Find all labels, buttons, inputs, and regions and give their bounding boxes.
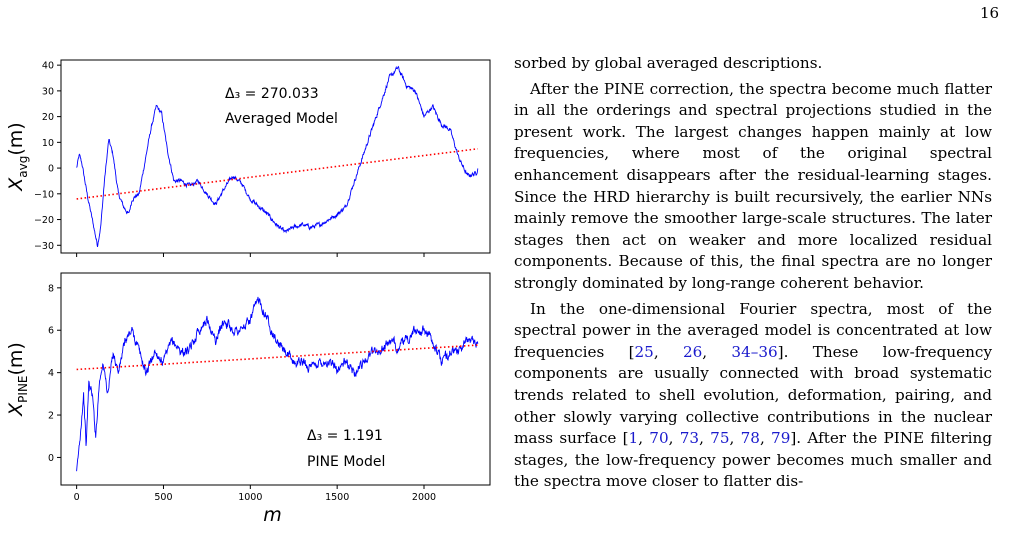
paragraph: After the PINE correction, the spectra b…	[514, 79, 992, 295]
y-tick-label: 10	[42, 138, 54, 149]
citation-link[interactable]: 1	[628, 429, 639, 448]
model-annotation: PINE Model	[307, 454, 385, 470]
y-axis-label: Xavg(m)	[5, 122, 30, 191]
trend-line	[76, 147, 478, 200]
y-tick-label: 6	[48, 326, 54, 337]
x-tick-label: 500	[154, 492, 172, 503]
trend-line	[76, 344, 478, 371]
y-tick-label: −10	[34, 189, 54, 200]
citation-link[interactable]: 78	[740, 429, 760, 448]
citation-link[interactable]: 34–36	[731, 342, 778, 361]
y-tick-label: −30	[34, 241, 54, 252]
y-tick-label: 20	[42, 112, 54, 123]
chart-panel-2: 0 2 4 6 8 0 500 1000 1500 2000 XPINE(m) m Δ₃ = 1.191…	[5, 272, 491, 526]
plot-frame	[60, 59, 491, 254]
text-run: ,	[729, 429, 741, 448]
x-tick-label: 1500	[325, 492, 349, 503]
y-axis-label: XPINE(m)	[5, 342, 30, 417]
citation-link[interactable]: 70	[649, 429, 669, 448]
citation-link[interactable]: 25	[634, 342, 654, 361]
x-tick-label: 2000	[412, 492, 436, 503]
y-tick-label: −20	[34, 215, 54, 226]
page-number: 16	[980, 4, 1000, 22]
text-run: ]. These low-frequency components are us…	[514, 342, 993, 448]
x-tick-label: 1000	[238, 492, 262, 503]
x-axis-label: m	[263, 504, 282, 526]
y-tick-label: 4	[48, 368, 54, 379]
text-run: In the one-dimensional Fourier spectra, …	[514, 299, 992, 361]
text-run: ,	[699, 429, 711, 448]
text-run: After the PINE correction, the spectra b…	[514, 79, 992, 292]
citation-link[interactable]: 79	[771, 429, 791, 448]
y-tick-label: 0	[48, 164, 54, 175]
model-annotation: Averaged Model	[225, 111, 338, 127]
data-series-line	[76, 296, 479, 472]
paragraph: sorbed by global averaged descriptions.	[514, 53, 992, 75]
data-series-line	[76, 65, 479, 247]
paragraph: In the one-dimensional Fourier spectra, …	[514, 299, 992, 493]
text-run: ,	[702, 342, 732, 361]
y-tick-label: 8	[48, 283, 54, 294]
text-run: sorbed by global averaged descriptions.	[514, 54, 823, 72]
citation-link[interactable]: 26	[682, 342, 703, 361]
citation-link[interactable]: 75	[710, 429, 730, 448]
text-run: ,	[759, 429, 772, 448]
y-tick-label: 2	[48, 411, 54, 422]
y-tick-label: 30	[42, 86, 54, 97]
delta-annotation: Δ₃ = 270.033	[225, 86, 319, 102]
text-run: ,	[638, 429, 650, 448]
text-run: ,	[653, 342, 683, 361]
body-text: sorbed by global averaged descriptions. A…	[514, 53, 992, 493]
y-tick-label: 0	[48, 453, 54, 464]
text-run: ,	[668, 429, 680, 448]
x-tick-label: 0	[74, 492, 80, 503]
y-tick-label: 40	[42, 61, 54, 72]
plot-frame	[60, 272, 491, 486]
citation-link[interactable]: 73	[679, 429, 700, 448]
delta-annotation: Δ₃ = 1.191	[307, 428, 383, 444]
text-run: ]. After the PINE filtering stages, the …	[514, 429, 993, 491]
chart-panel-1: −30 −20 −10 0 10 20 30 40 Xavg(m) Δ₃ = 270.033 Ave…	[5, 59, 491, 257]
